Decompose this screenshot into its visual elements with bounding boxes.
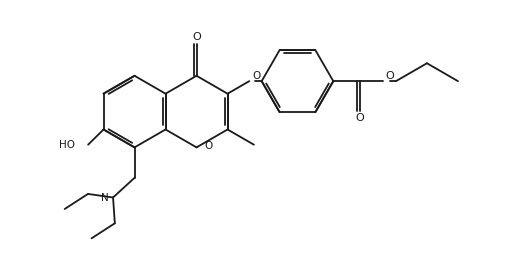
Text: O: O [252, 71, 260, 81]
Text: O: O [356, 113, 365, 123]
Text: HO: HO [59, 140, 75, 150]
Text: O: O [386, 71, 394, 81]
Text: O: O [205, 141, 213, 151]
Text: N: N [102, 193, 109, 202]
Text: O: O [192, 31, 201, 42]
